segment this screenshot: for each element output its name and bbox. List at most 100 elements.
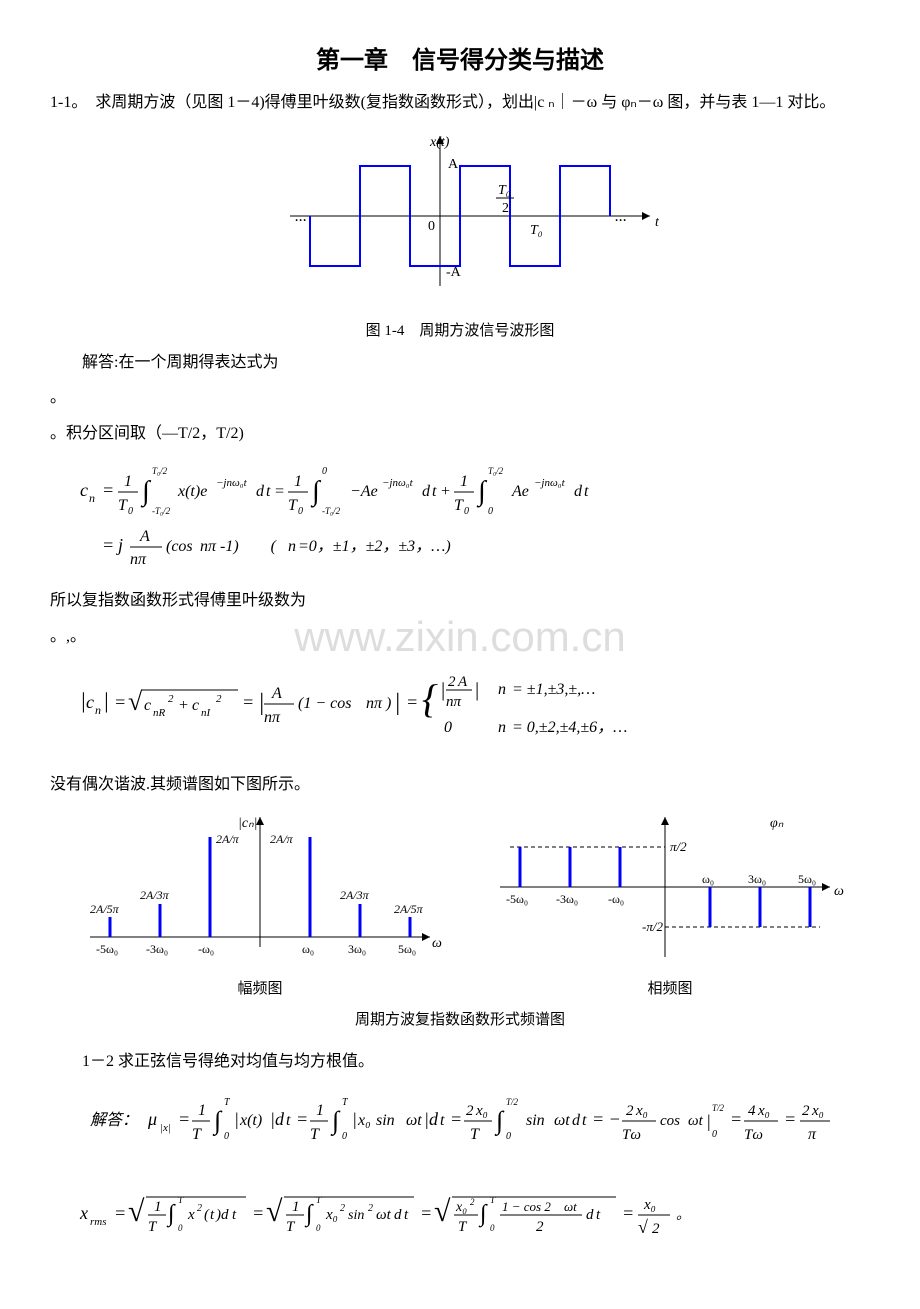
svg-text:5ω₀: 5ω₀ (398, 942, 416, 956)
answer-intro: 解答:在一个周期得表达式为 (50, 350, 870, 376)
svg-text:ω: ω (834, 884, 844, 899)
svg-text:-5ω₀: -5ω₀ (506, 892, 528, 906)
chapter-title: 第一章 信号得分类与描述 (50, 40, 870, 75)
svg-text:√: √ (266, 1195, 283, 1228)
svg-text:∫: ∫ (304, 1201, 314, 1228)
svg-text:0: 0 (128, 506, 133, 517)
svg-text:x(t): x(t) (239, 1112, 262, 1129)
svg-text:=0，±1，±2，±3，…): =0，±1，±2，±3，…) (298, 538, 451, 555)
square-wave-svg: x(t) t A -A 0 ... ... T₀ 2 T₀ (230, 126, 690, 306)
svg-text:A: A (457, 674, 468, 690)
svg-text:-1) (: -1) ( (220, 538, 278, 555)
svg-text:|: | (706, 1111, 711, 1131)
svg-text:=: = (406, 692, 418, 712)
interval-text: 。积分区间取（—T/2，T/2) (50, 421, 870, 447)
svg-text:∫: ∫ (212, 1106, 223, 1136)
svg-text:0: 0 (506, 1131, 511, 1142)
svg-text:T/2: T/2 (506, 1097, 519, 1107)
svg-text:0: 0 (342, 1131, 347, 1142)
svg-text:Tω: Tω (744, 1127, 763, 1143)
svg-text:t: t (432, 483, 437, 500)
svg-text:t: t (232, 1207, 237, 1223)
svg-text:∫: ∫ (494, 1106, 505, 1136)
svg-text:3ω₀: 3ω₀ (748, 872, 766, 886)
svg-text:n: n (498, 681, 506, 698)
svg-text:T: T (458, 1219, 468, 1235)
svg-text:3ω₀: 3ω₀ (348, 942, 366, 956)
svg-text:=: = (252, 1203, 264, 1223)
svg-text:T: T (310, 1126, 320, 1143)
phase-spectrum: φₙ ω π/2 -π/2 -5ω₀ -3ω₀ -ω₀ ω₀ 3ω₀ 5ω₀ 相… (490, 807, 850, 998)
svg-text:2A/3π: 2A/3π (140, 888, 170, 902)
svg-text:(1 − cos: (1 − cos (298, 695, 351, 712)
svg-text:ωt: ωt (564, 1199, 577, 1214)
svg-text:): ) (385, 695, 391, 712)
svg-text:n: n (89, 491, 95, 505)
svg-text:=: = (730, 1109, 742, 1129)
svg-text:c: c (144, 697, 151, 714)
amp-caption: 幅频图 (70, 977, 450, 998)
svg-text:x₀: x₀ (475, 1103, 488, 1119)
svg-text:x: x (79, 1203, 88, 1223)
t0-half-num: T₀ (498, 183, 511, 198)
svg-text:∫: ∫ (478, 1201, 488, 1228)
svg-text:1 − cos 2: 1 − cos 2 (502, 1199, 551, 1214)
svg-text:0: 0 (488, 506, 493, 517)
problem-2-statement: 1－2 求正弦信号得绝对均值与均方根值。 (50, 1049, 870, 1075)
svg-text:√: √ (128, 687, 143, 716)
svg-text:−jnω₀t: −jnω₀t (216, 477, 248, 489)
svg-text:d: d (394, 1207, 402, 1223)
svg-text:|: | (234, 1109, 239, 1129)
svg-text:0: 0 (178, 1223, 183, 1233)
svg-text:ωt: ωt (554, 1112, 570, 1129)
svg-text:√: √ (638, 1217, 648, 1237)
svg-text:√: √ (434, 1195, 451, 1228)
svg-text:nI: nI (201, 707, 212, 719)
cn-integral-formula: c n = 1 T 0 ∫ T₀/2 -T₀/2 x(t)e −jnω₀t d … (70, 456, 870, 578)
svg-text:2: 2 (168, 693, 174, 705)
svg-text:-3ω₀: -3ω₀ (556, 892, 578, 906)
svg-text:=: = (450, 1109, 462, 1129)
amplitude-spectrum: |cₙ| ω 2A/5π 2A/3π 2A/π 2A/π 2A/3π 2A/5π… (70, 807, 450, 998)
svg-text:2: 2 (448, 674, 456, 690)
svg-text:=: = (274, 483, 285, 500)
svg-text:∫: ∫ (310, 476, 322, 508)
svg-text:ω₀: ω₀ (702, 872, 714, 886)
svg-text:n: n (498, 719, 506, 736)
svg-text:1: 1 (198, 1102, 206, 1119)
amplitude-a: A (448, 157, 459, 172)
svg-text:n: n (288, 538, 296, 555)
svg-text:=: = (102, 535, 114, 555)
svg-text:n: n (95, 703, 101, 717)
svg-text:d: d (422, 483, 431, 500)
svg-text:-T₀/2: -T₀/2 (152, 506, 171, 516)
svg-text:-ω₀: -ω₀ (198, 942, 214, 956)
svg-text:T: T (288, 497, 298, 514)
svg-text:=: = (114, 1203, 126, 1223)
svg-text:−jnω₀t: −jnω₀t (534, 477, 566, 489)
svg-text:j: j (116, 535, 123, 555)
svg-text:|: | (103, 688, 109, 713)
svg-text:2: 2 (652, 1221, 660, 1237)
svg-text:-T₀/2: -T₀/2 (322, 506, 341, 516)
svg-text:A: A (271, 685, 282, 702)
svg-text:2: 2 (802, 1103, 810, 1119)
svg-text:d: d (572, 1112, 581, 1129)
svg-text:|cₙ|: |cₙ| (238, 816, 258, 831)
svg-text:∫: ∫ (166, 1201, 176, 1228)
svg-text:t: t (404, 1207, 409, 1223)
svg-text:nπ: nπ (446, 694, 462, 710)
svg-text:t: t (286, 1112, 291, 1129)
svg-text:μ: μ (147, 1109, 157, 1129)
svg-text:2A/π: 2A/π (270, 832, 294, 846)
svg-text:T: T (192, 1126, 202, 1143)
svg-text:nπ: nπ (130, 551, 147, 566)
svg-text:√: √ (128, 1195, 145, 1228)
svg-text:φₙ: φₙ (770, 816, 784, 831)
svg-text:π: π (808, 1126, 817, 1143)
svg-text:|d: |d (424, 1109, 439, 1129)
svg-text:0: 0 (316, 1223, 321, 1233)
svg-text:)d: )d (215, 1207, 229, 1223)
svg-text:2: 2 (470, 1197, 475, 1207)
svg-text:1: 1 (460, 473, 468, 490)
